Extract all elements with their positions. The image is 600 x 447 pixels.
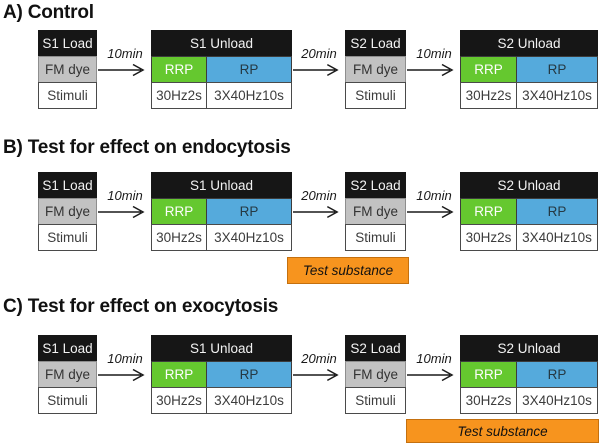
- s2-load-box: S2 Load FM dye Stimuli: [345, 30, 406, 109]
- arrow-right-icon: [407, 63, 454, 77]
- stimuli-cell: Stimuli: [345, 82, 406, 109]
- arrow-right-icon: [407, 205, 454, 219]
- fm-dye-cell: FM dye: [38, 361, 97, 388]
- arrow-1-label: 10min: [107, 188, 143, 203]
- arrow-right-icon: [98, 63, 145, 77]
- s2-unload-header: S2 Unload: [460, 172, 598, 199]
- rrp-stimulus-cell: 30Hz2s: [151, 387, 207, 414]
- fm-dye-cell: FM dye: [345, 56, 406, 83]
- rrp-pool-cell: RRP: [151, 198, 207, 225]
- section-b-timeline: S1 Load FM dye Stimuli 10min S1 Unload R…: [0, 172, 600, 254]
- s1-unload-box: S1 Unload RRP RP 30Hz2s 3X40Hz10s: [151, 30, 292, 109]
- s1-load-box: S1 Load FM dye Stimuli: [38, 172, 97, 251]
- arrow-2-label: 20min: [301, 351, 337, 366]
- fm-dye-cell: FM dye: [345, 198, 406, 225]
- rrp-pool-cell: RRP: [460, 198, 517, 225]
- stimuli-cell: Stimuli: [345, 387, 406, 414]
- fm-dye-cell: FM dye: [38, 198, 97, 225]
- section-a-timeline: S1 Load FM dye Stimuli 10min S1 Unload R…: [0, 30, 600, 112]
- rrp-stimulus-cell: 30Hz2s: [151, 82, 207, 109]
- rp-pool-cell: RP: [516, 361, 598, 388]
- arrow-3-label: 10min: [416, 351, 452, 366]
- arrow-right-icon: [98, 368, 145, 382]
- s2-unload-header: S2 Unload: [460, 335, 598, 362]
- s1-unload-box: S1 Unload RRP RP 30Hz2s 3X40Hz10s: [151, 335, 292, 414]
- arrow-2-label: 20min: [301, 46, 337, 61]
- s1-unload-header: S1 Unload: [151, 335, 292, 362]
- s1-unload-header: S1 Unload: [151, 172, 292, 199]
- fm-dye-cell: FM dye: [38, 56, 97, 83]
- s1-load-box: S1 Load FM dye Stimuli: [38, 335, 97, 414]
- rp-pool-cell: RP: [206, 56, 292, 83]
- rp-pool-cell: RP: [206, 361, 292, 388]
- rp-stimulus-cell: 3X40Hz10s: [516, 82, 598, 109]
- s2-load-header: S2 Load: [345, 30, 406, 57]
- rp-pool-cell: RP: [206, 198, 292, 225]
- s1-unload-header: S1 Unload: [151, 30, 292, 57]
- rrp-stimulus-cell: 30Hz2s: [151, 224, 207, 251]
- test-substance-bar: Test substance: [287, 257, 409, 284]
- section-a-title: A) Control: [3, 2, 94, 23]
- fm-dye-cell: FM dye: [345, 361, 406, 388]
- s1-load-header: S1 Load: [38, 335, 97, 362]
- rp-pool-cell: RP: [516, 198, 598, 225]
- arrow-right-icon: [293, 205, 339, 219]
- s2-unload-box: S2 Unload RRP RP 30Hz2s 3X40Hz10s: [460, 30, 598, 109]
- arrow-right-icon: [407, 368, 454, 382]
- s2-unload-header: S2 Unload: [460, 30, 598, 57]
- s1-load-header: S1 Load: [38, 172, 97, 199]
- s1-unload-box: S1 Unload RRP RP 30Hz2s 3X40Hz10s: [151, 172, 292, 251]
- s2-unload-box: S2 Unload RRP RP 30Hz2s 3X40Hz10s: [460, 172, 598, 251]
- rp-stimulus-cell: 3X40Hz10s: [206, 387, 292, 414]
- arrow-2-label: 20min: [301, 188, 337, 203]
- s2-load-box: S2 Load FM dye Stimuli: [345, 172, 406, 251]
- s2-load-header: S2 Load: [345, 172, 406, 199]
- rrp-pool-cell: RRP: [151, 361, 207, 388]
- arrow-right-icon: [293, 368, 339, 382]
- rrp-pool-cell: RRP: [460, 56, 517, 83]
- rp-stimulus-cell: 3X40Hz10s: [206, 82, 292, 109]
- stimuli-cell: Stimuli: [38, 224, 97, 251]
- rrp-stimulus-cell: 30Hz2s: [460, 387, 517, 414]
- rrp-stimulus-cell: 30Hz2s: [460, 82, 517, 109]
- section-c-timeline: S1 Load FM dye Stimuli 10min S1 Unload R…: [0, 335, 600, 417]
- arrow-3-label: 10min: [416, 188, 452, 203]
- rp-stimulus-cell: 3X40Hz10s: [516, 387, 598, 414]
- stimuli-cell: Stimuli: [38, 82, 97, 109]
- arrow-3-label: 10min: [416, 46, 452, 61]
- s2-load-box: S2 Load FM dye Stimuli: [345, 335, 406, 414]
- s2-load-header: S2 Load: [345, 335, 406, 362]
- s2-unload-box: S2 Unload RRP RP 30Hz2s 3X40Hz10s: [460, 335, 598, 414]
- arrow-right-icon: [293, 63, 339, 77]
- stimuli-cell: Stimuli: [345, 224, 406, 251]
- arrow-right-icon: [98, 205, 145, 219]
- test-substance-bar: Test substance: [406, 419, 599, 443]
- rrp-stimulus-cell: 30Hz2s: [460, 224, 517, 251]
- rrp-pool-cell: RRP: [460, 361, 517, 388]
- stimuli-cell: Stimuli: [38, 387, 97, 414]
- rrp-pool-cell: RRP: [151, 56, 207, 83]
- rp-stimulus-cell: 3X40Hz10s: [206, 224, 292, 251]
- arrow-1-label: 10min: [107, 46, 143, 61]
- s1-load-box: S1 Load FM dye Stimuli: [38, 30, 97, 109]
- section-c-title: C) Test for effect on exocytosis: [3, 296, 279, 317]
- section-b-title: B) Test for effect on endocytosis: [3, 137, 291, 158]
- s1-load-header: S1 Load: [38, 30, 97, 57]
- rp-stimulus-cell: 3X40Hz10s: [516, 224, 598, 251]
- arrow-1-label: 10min: [107, 351, 143, 366]
- rp-pool-cell: RP: [516, 56, 598, 83]
